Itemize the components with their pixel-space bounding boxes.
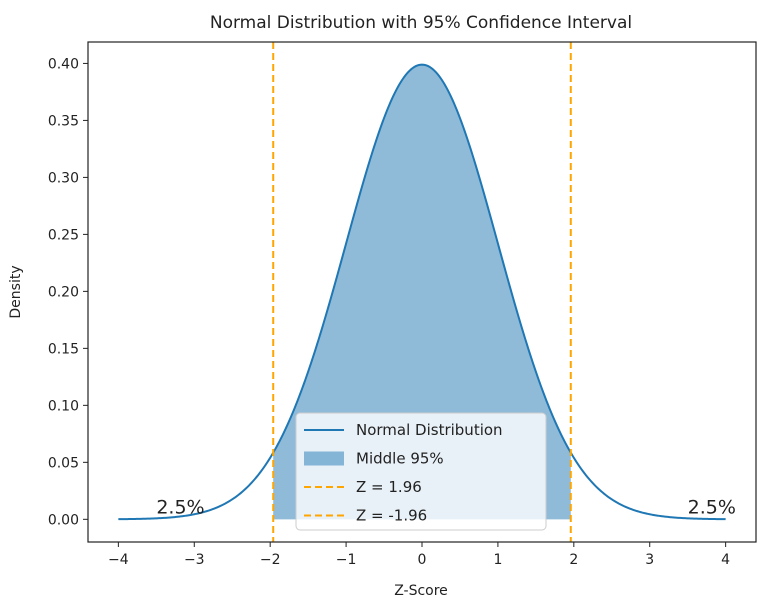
y-tick-label: 0.35: [48, 113, 79, 129]
legend-label: Z = -1.96: [356, 507, 427, 525]
legend: [295, 412, 547, 531]
y-tick-label: 0.25: [48, 227, 79, 243]
x-tick-label: −3: [184, 552, 205, 568]
x-tick-label: 2: [569, 552, 578, 568]
y-tick-label: 0.05: [48, 455, 79, 471]
middle-95-fill: [273, 64, 571, 520]
y-tick-label: 0.00: [48, 512, 79, 528]
y-tick-label: 0.15: [48, 341, 79, 357]
legend-swatch: [304, 451, 344, 466]
y-axis-label: Density: [8, 265, 24, 318]
legend-label: Normal Distribution: [356, 421, 503, 439]
chart-title: Normal Distribution with 95% Confidence …: [210, 13, 632, 33]
legend-label: Z = 1.96: [356, 478, 422, 496]
x-tick-label: 1: [493, 552, 502, 568]
y-tick-label: 0.20: [48, 284, 79, 300]
y-tick-label: 0.40: [48, 56, 79, 72]
plot-area: 2.5% 2.5% −4 −3 −2 −1 0 1 2 3 4 0.00 0.05 0.10 0.15 0.2…: [48, 41, 757, 568]
y-tick-label: 0.10: [48, 398, 79, 414]
x-tick-label: 0: [418, 552, 427, 568]
x-tick-label: 3: [645, 552, 654, 568]
y-tick-label: 0.30: [48, 170, 79, 186]
annotation-tail-0: 2.5%: [156, 497, 204, 519]
x-tick-label: −2: [260, 552, 281, 568]
x-tick-label: 4: [721, 552, 730, 568]
x-axis-label: Z-Score: [394, 583, 448, 599]
normal-distribution-line: [118, 63, 726, 521]
annotation-tail-1: 2.5%: [688, 497, 736, 519]
x-tick-label: −1: [336, 552, 357, 568]
x-tick-label: −4: [108, 552, 129, 568]
legend-label: Middle 95%: [356, 450, 444, 468]
